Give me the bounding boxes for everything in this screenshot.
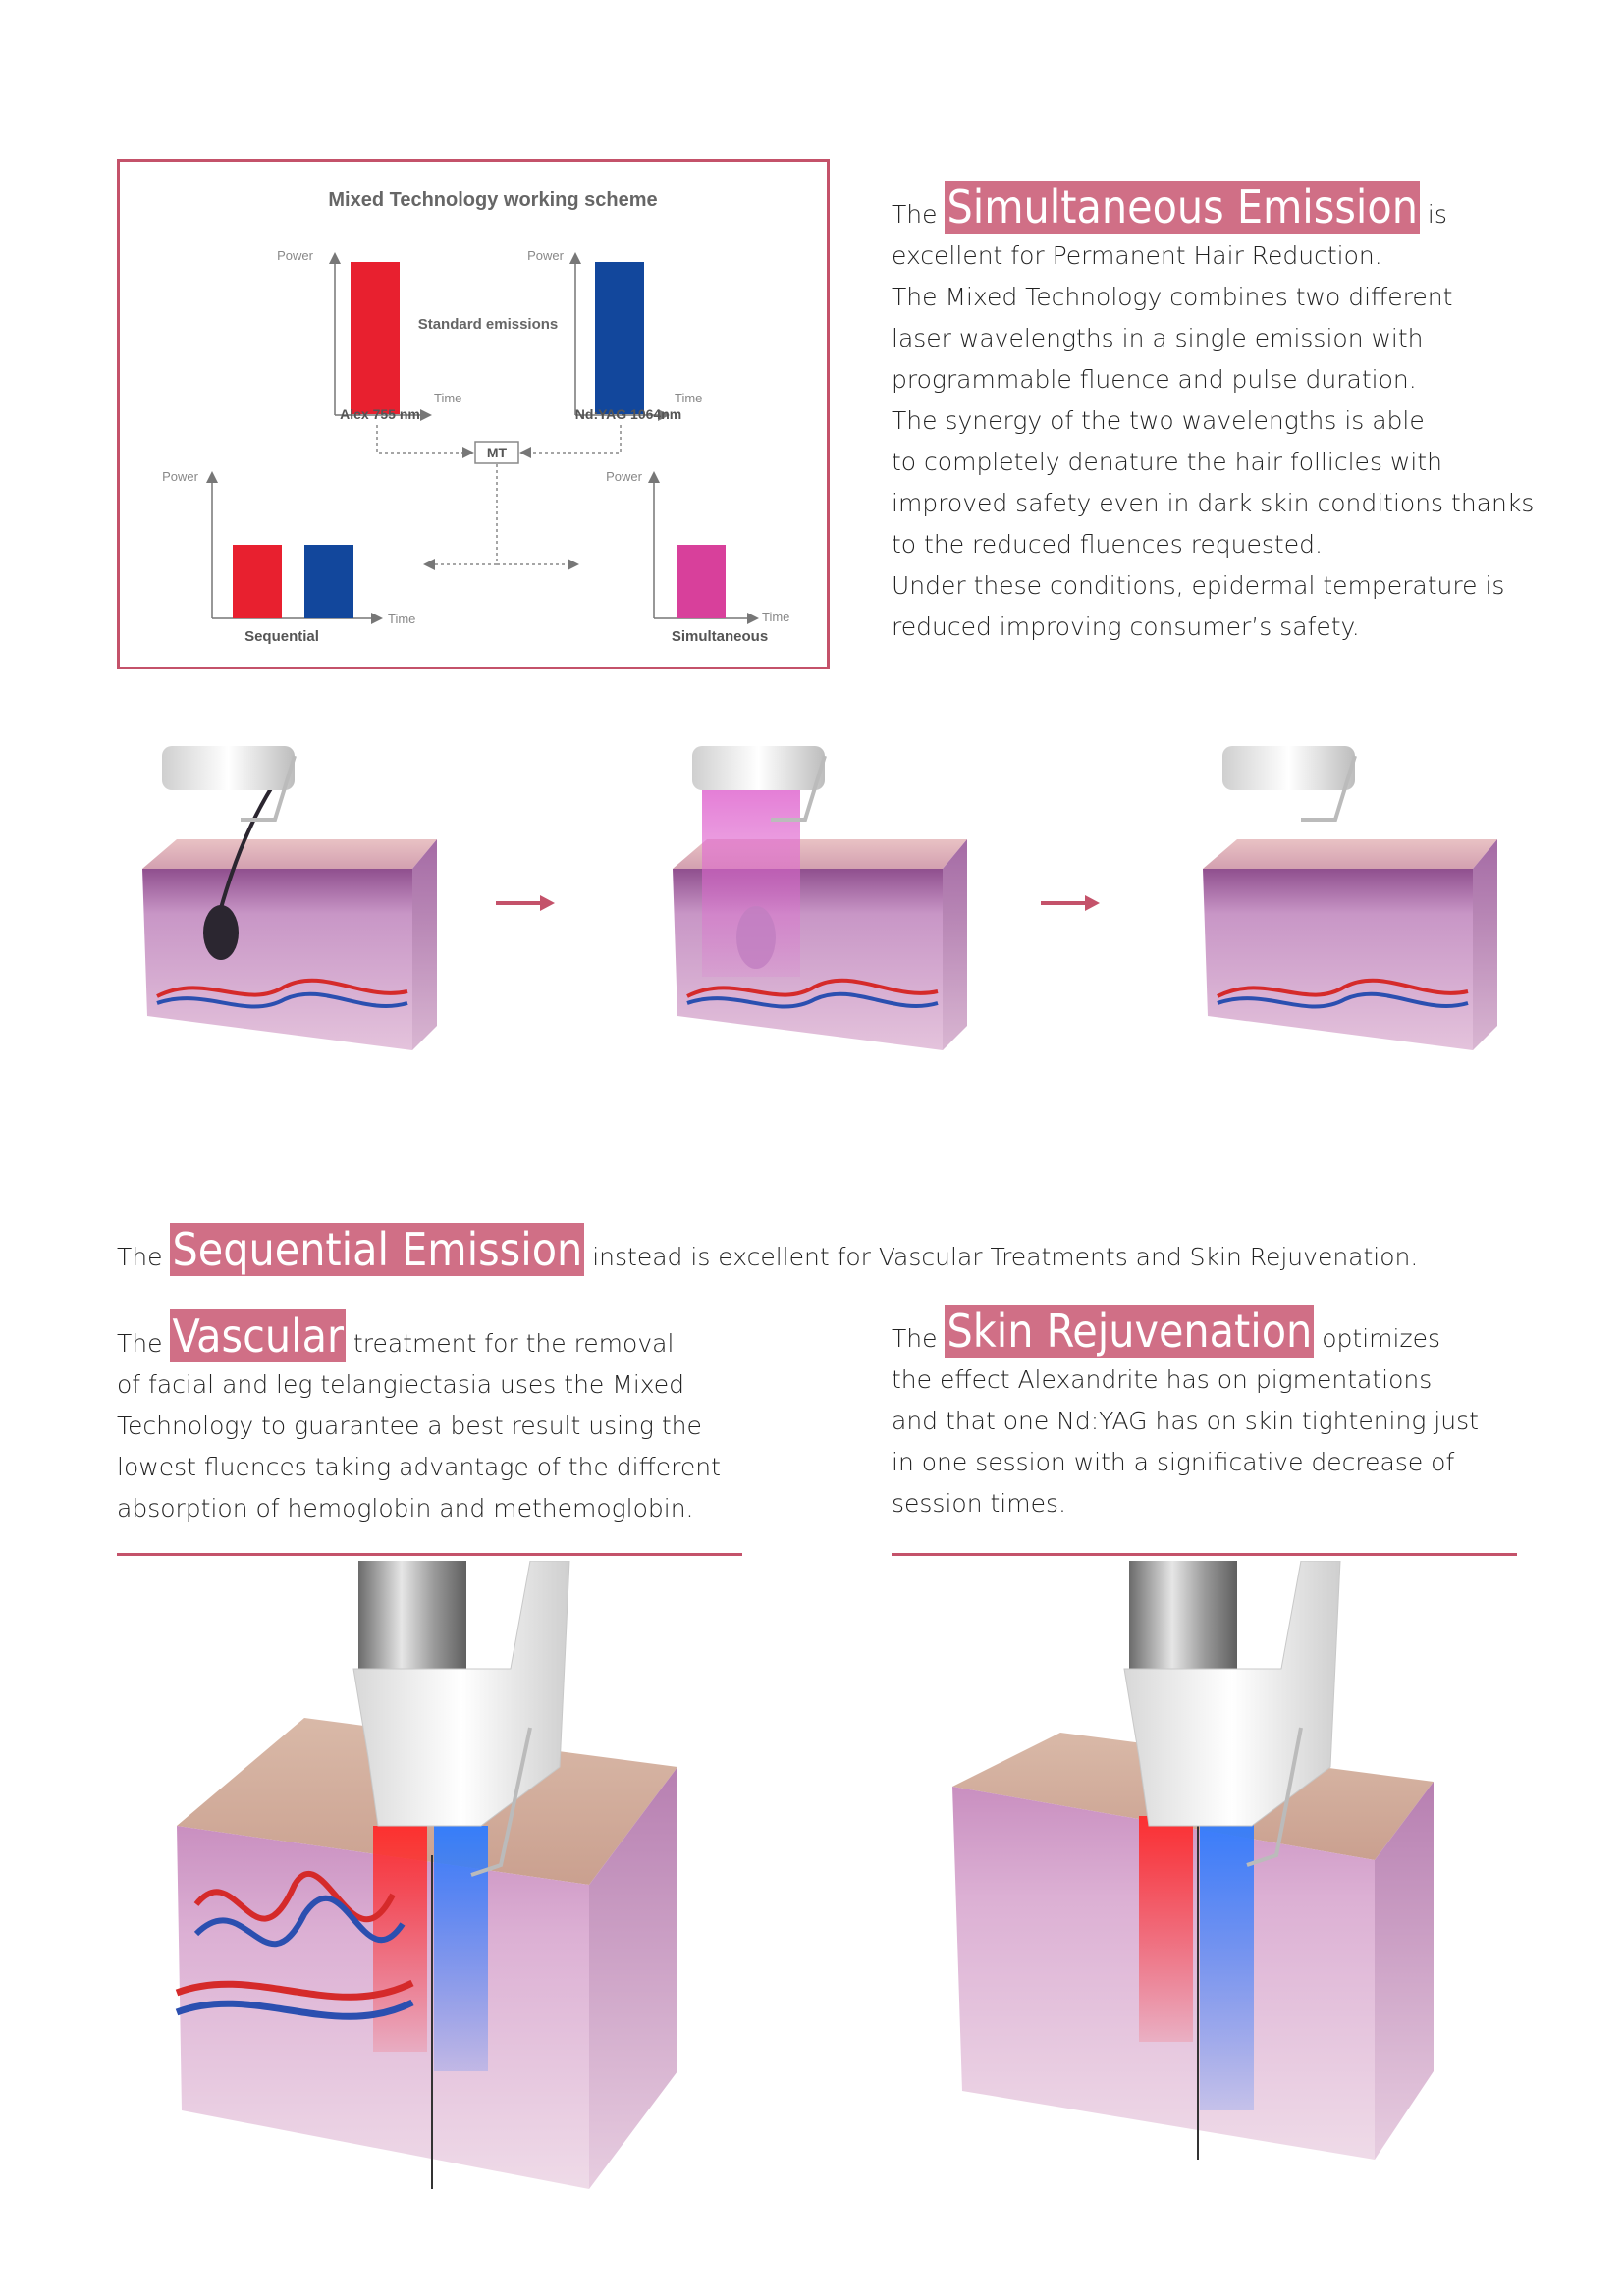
blue-beam	[1200, 1816, 1254, 2110]
simultaneous-heading-line: The Simultaneous Emission is	[892, 181, 1540, 236]
skin-pre: The	[892, 1324, 938, 1353]
vascular-line: of facial and leg telangiectasia uses th…	[117, 1370, 685, 1399]
vascular-line: Technology to guarantee a best result us…	[117, 1412, 702, 1440]
red-beam	[1139, 1816, 1193, 2042]
hair-removal-sequence-illustration	[142, 746, 1497, 1050]
sequential-emission-line: The Sequential Emission instead is excel…	[117, 1223, 1541, 1278]
simultaneous-label: Simultaneous	[672, 628, 768, 645]
handpiece	[692, 746, 825, 790]
simultaneous-line: to the reduced fluences requested.	[892, 530, 1323, 559]
sequential-post: instead is excellent for Vascular Treatm…	[592, 1243, 1419, 1271]
scheme-title: Mixed Technology working scheme	[328, 189, 657, 211]
handpiece-barrel	[358, 1561, 466, 1688]
simultaneous-line: Under these conditions, epidermal temper…	[892, 571, 1505, 600]
simultaneous-line: excellent for Permanent Hair Reduction.	[892, 241, 1382, 270]
skin-rejuvenation-illustration	[952, 1561, 1434, 2160]
alex-bar	[351, 262, 400, 414]
alex-time-label: Time	[434, 391, 461, 405]
mt-label: MT	[487, 445, 508, 460]
simultaneous-time-label: Time	[762, 610, 789, 624]
sequential-label: Sequential	[244, 628, 319, 645]
skin-highlight: Skin Rejuvenation	[945, 1305, 1315, 1358]
simultaneous-post: is	[1427, 200, 1447, 229]
simultaneous-pre: The	[892, 200, 938, 229]
skin-block-after	[1203, 746, 1497, 1050]
ndyag-time-label: Time	[675, 391, 702, 405]
ndyag-bar	[595, 262, 644, 414]
vascular-highlight: Vascular	[170, 1309, 346, 1362]
sequential-pre: The	[117, 1243, 163, 1271]
handpiece	[1222, 746, 1355, 790]
skin-block-before	[142, 746, 437, 1050]
sequential-time-label: Time	[388, 612, 415, 626]
scheme-diagram: Mixed Technology working scheme Power Ti…	[162, 189, 789, 645]
blue-beam	[434, 1826, 488, 2071]
simultaneous-emission-paragraph: The Simultaneous Emission is excellent f…	[892, 181, 1540, 648]
vascular-pre: The	[117, 1329, 163, 1358]
mt-box	[474, 441, 519, 464]
simultaneous-line: programmable fluence and pulse duration.	[892, 365, 1417, 394]
standard-emissions-label: Standard emissions	[418, 316, 559, 333]
simultaneous-power-label: Power	[606, 469, 643, 484]
simultaneous-line: reduced improving consumer’s safety.	[892, 613, 1360, 641]
sequential-power-label: Power	[162, 469, 199, 484]
simultaneous-line: to completely denature the hair follicle…	[892, 448, 1442, 476]
sequential-highlight: Sequential Emission	[170, 1223, 585, 1276]
sequential-alex-bar	[233, 545, 282, 618]
handpiece-shell	[1123, 1561, 1341, 1827]
simultaneous-line: improved safety even in dark skin condit…	[892, 489, 1535, 517]
ndyag-power-label: Power	[527, 248, 565, 263]
handpiece-barrel	[1129, 1561, 1237, 1688]
skin-rejuvenation-paragraph: The Skin Rejuvenation optimizes the effe…	[892, 1305, 1540, 1524]
alex-label: Alex 755 nm	[340, 406, 420, 422]
divider-right	[892, 1553, 1517, 1556]
vascular-heading-line: The Vascular treatment for the removal	[117, 1309, 765, 1364]
skin-heading-line: The Skin Rejuvenation optimizes	[892, 1305, 1540, 1360]
vascular-paragraph: The Vascular treatment for the removal o…	[117, 1309, 765, 1529]
skin-line: the effect Alexandrite has on pigmentati…	[892, 1365, 1433, 1394]
skin-line: in one session with a significative decr…	[892, 1448, 1455, 1476]
vascular-line: lowest fluences taking advantage of the …	[117, 1453, 721, 1481]
simultaneous-line: laser wavelengths in a single emission w…	[892, 324, 1424, 352]
skin-line: and that one Nd:YAG has on skin tighteni…	[892, 1407, 1479, 1435]
alex-power-label: Power	[277, 248, 314, 263]
simultaneous-line: The synergy of the two wavelengths is ab…	[892, 406, 1425, 435]
handpiece-shell	[352, 1561, 570, 1827]
vascular-post: treatment for the removal	[352, 1329, 675, 1358]
skin-line: session times.	[892, 1489, 1066, 1518]
skin-block-during	[673, 746, 967, 1050]
simultaneous-line: The Mixed Technology combines two differ…	[892, 283, 1453, 311]
mixed-technology-scheme: Mixed Technology working scheme Power Ti…	[117, 159, 830, 669]
vascular-line: absorption of hemoglobin and methemoglob…	[117, 1494, 694, 1522]
simultaneous-bar	[677, 545, 726, 618]
vascular-illustration	[175, 1561, 677, 2189]
divider-left	[117, 1553, 742, 1556]
skin-post: optimizes	[1322, 1324, 1440, 1353]
handpiece	[162, 746, 295, 790]
simultaneous-highlight: Simultaneous Emission	[945, 181, 1420, 234]
treatment-illustrations	[175, 1561, 1434, 2189]
ndyag-label: Nd:YAG 1064nm	[575, 406, 681, 422]
sequential-ndyag-bar	[304, 545, 353, 618]
